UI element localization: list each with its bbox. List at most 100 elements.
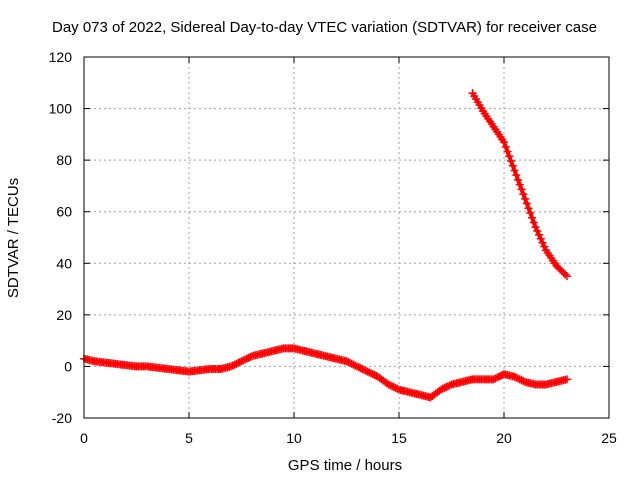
data-point-marker xyxy=(529,218,538,227)
data-point-marker xyxy=(354,363,363,372)
data-point-marker xyxy=(239,356,248,365)
data-point-marker xyxy=(232,359,241,368)
data-point-marker xyxy=(538,238,547,247)
data-point-marker xyxy=(353,362,361,371)
data-point-marker xyxy=(489,375,498,384)
x-tick-label: 15 xyxy=(391,430,407,446)
data-point-marker xyxy=(496,371,505,380)
data-point-marker xyxy=(507,157,515,166)
data-point-marker xyxy=(536,234,545,243)
data-point-marker xyxy=(552,261,561,270)
data-point-marker xyxy=(228,361,237,370)
data-point-marker xyxy=(512,171,521,180)
series-1 xyxy=(80,344,571,402)
plot-frame xyxy=(83,56,610,419)
data-point-marker xyxy=(344,358,353,367)
data-point-marker xyxy=(559,268,568,277)
data-point-marker xyxy=(514,175,522,184)
data-point-marker xyxy=(524,204,533,213)
data-point-marker xyxy=(494,372,503,381)
data-point-marker xyxy=(526,209,535,218)
grid-layer xyxy=(84,57,609,418)
data-layer xyxy=(80,89,571,402)
data-point-marker xyxy=(444,382,452,391)
data-point-marker xyxy=(528,213,536,222)
data-point-marker xyxy=(361,366,370,375)
data-point-marker xyxy=(515,180,524,189)
data-point-marker xyxy=(556,265,564,274)
y-tick-label: 0 xyxy=(64,358,72,374)
data-point-marker xyxy=(493,373,501,382)
x-tick-label: 25 xyxy=(601,430,617,446)
data-point-marker xyxy=(363,367,372,376)
data-point-marker xyxy=(533,227,542,236)
data-point-marker xyxy=(561,270,570,279)
data-point-marker xyxy=(514,374,522,383)
data-point-marker xyxy=(557,267,566,276)
data-point-marker xyxy=(438,384,447,393)
data-point-marker xyxy=(505,152,514,161)
y-tick-label: -20 xyxy=(52,410,72,426)
data-point-marker xyxy=(384,380,393,389)
data-point-marker xyxy=(241,355,249,364)
data-point-marker xyxy=(531,223,540,232)
data-point-marker xyxy=(535,230,543,239)
data-point-marker xyxy=(540,242,549,251)
data-point-marker xyxy=(442,383,451,392)
data-point-marker xyxy=(246,352,255,361)
data-point-marker xyxy=(522,199,531,208)
y-tick-label: 20 xyxy=(56,307,72,323)
data-point-marker xyxy=(519,377,528,386)
x-tick-label: 5 xyxy=(185,430,193,446)
data-point-marker xyxy=(347,359,356,368)
data-point-marker xyxy=(517,185,526,194)
series-2 xyxy=(468,89,571,281)
data-point-marker xyxy=(230,360,239,369)
x-tick-label: 0 xyxy=(80,430,88,446)
y-tick-label: 120 xyxy=(49,49,73,65)
data-point-marker xyxy=(521,194,529,203)
data-point-marker xyxy=(356,364,365,373)
data-point-marker xyxy=(554,263,563,272)
data-point-marker xyxy=(346,358,354,367)
data-point-marker xyxy=(437,385,445,394)
x-tick-label: 10 xyxy=(286,430,302,446)
data-point-marker xyxy=(510,166,519,175)
y-tick-label: 80 xyxy=(56,152,72,168)
data-point-marker xyxy=(349,360,358,369)
data-point-marker xyxy=(367,369,375,378)
data-point-marker xyxy=(445,381,454,390)
data-point-marker xyxy=(368,370,377,379)
data-point-marker xyxy=(365,368,374,377)
x-tick-label: 20 xyxy=(496,430,512,446)
x-axis-title: GPS time / hours xyxy=(288,457,402,474)
y-tick-label: 100 xyxy=(49,101,73,117)
data-point-marker xyxy=(393,384,402,393)
data-point-marker xyxy=(235,358,244,367)
data-point-marker xyxy=(227,362,235,371)
tick-layer: 0 5 10 15 20 25 -20 0 20 40 60 80 100 120 xyxy=(49,49,617,446)
data-point-marker xyxy=(342,357,351,366)
data-point-marker xyxy=(244,353,253,362)
data-point-marker xyxy=(501,142,510,151)
data-point-marker xyxy=(370,371,379,380)
data-point-marker xyxy=(391,383,400,392)
y-tick-label: 60 xyxy=(56,204,72,220)
data-point-marker xyxy=(242,354,251,363)
data-point-marker xyxy=(517,376,526,385)
data-point-marker xyxy=(500,138,508,147)
data-point-marker xyxy=(563,375,571,384)
data-point-marker xyxy=(360,365,368,374)
chart-title: Day 073 of 2022, Sidereal Day-to-day VTE… xyxy=(52,19,597,36)
data-point-marker xyxy=(510,372,519,381)
y-axis-title: SDTVAR / TECUs xyxy=(5,178,22,298)
data-point-marker xyxy=(563,272,571,281)
data-point-marker xyxy=(234,358,242,367)
data-point-marker xyxy=(491,374,500,383)
data-point-marker xyxy=(237,357,246,366)
data-point-marker xyxy=(388,382,396,391)
data-point-marker xyxy=(503,147,512,156)
data-point-marker xyxy=(358,365,367,374)
data-point-marker xyxy=(386,381,395,390)
